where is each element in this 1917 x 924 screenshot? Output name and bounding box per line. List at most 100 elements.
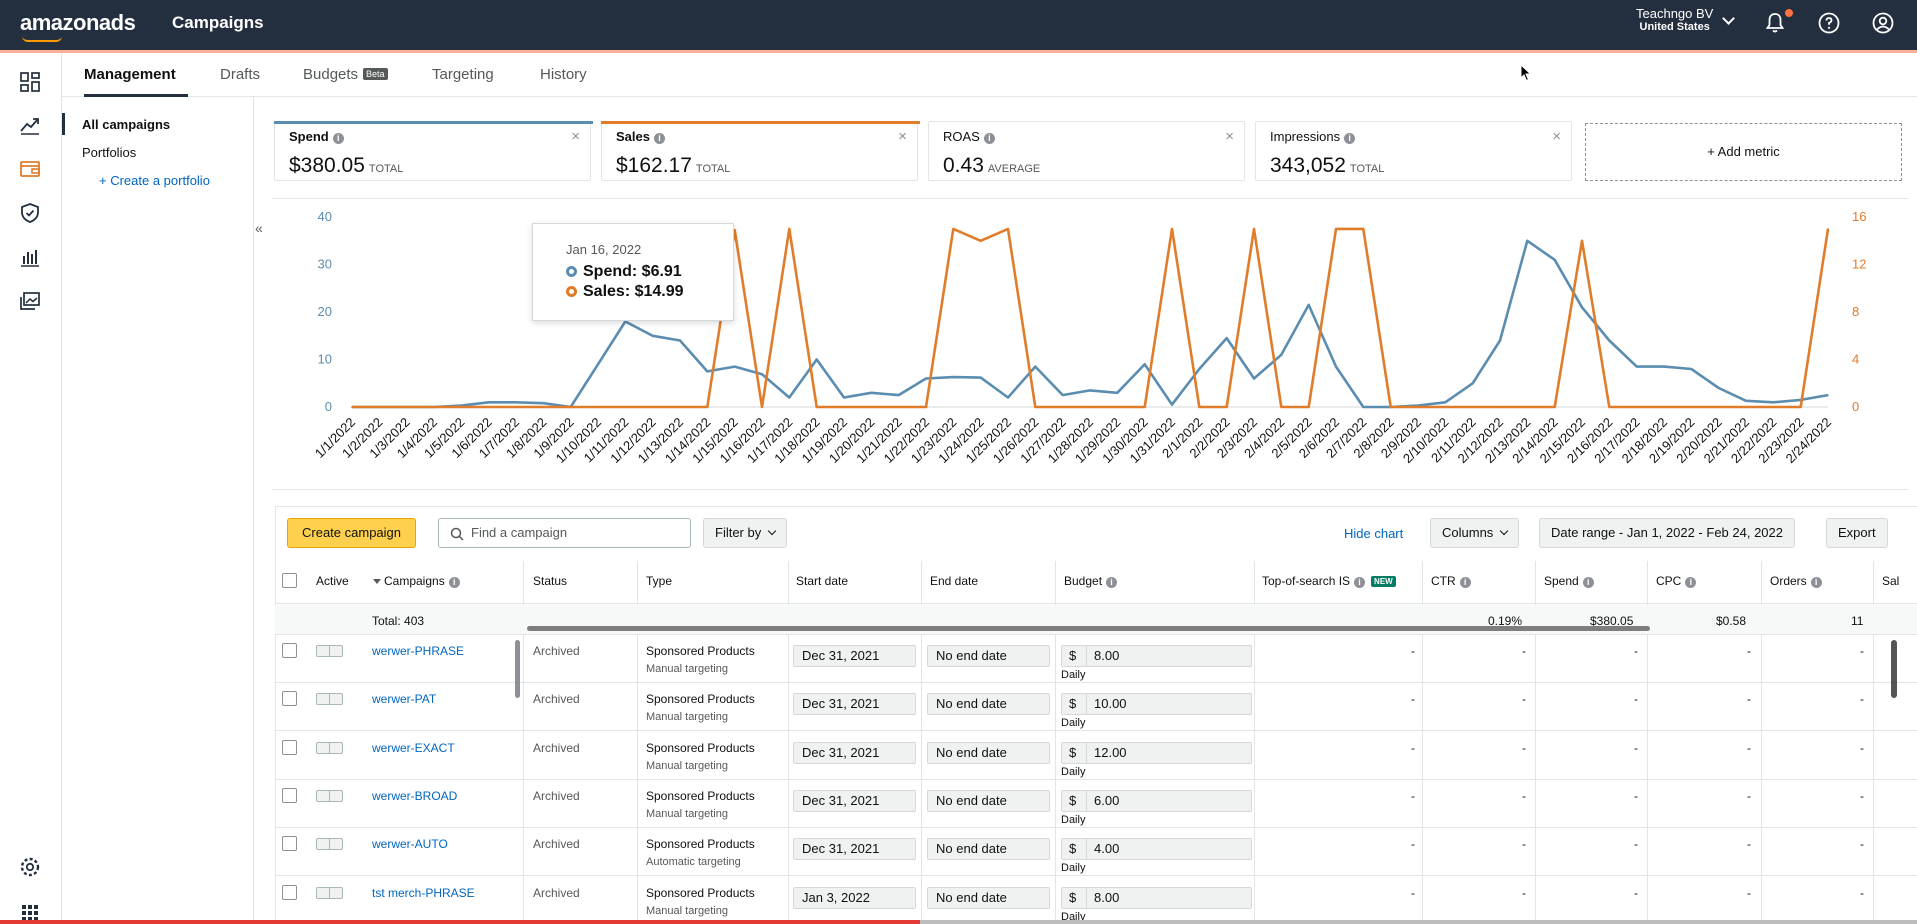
end-date-field[interactable]: No end date (927, 645, 1050, 667)
search-input[interactable] (471, 525, 681, 540)
row-checkbox[interactable] (282, 691, 297, 706)
budget-field[interactable]: $10.00 (1061, 693, 1252, 715)
info-icon[interactable]: i (332, 133, 344, 144)
nav-all-campaigns[interactable]: All campaigns (82, 117, 171, 132)
create-campaign-button[interactable]: Create campaign (287, 518, 416, 548)
amazon-ads-logo[interactable]: amazonads (20, 10, 136, 42)
info-icon[interactable]: i (1344, 133, 1356, 144)
header-type[interactable]: Type (646, 574, 673, 588)
row-checkbox[interactable] (282, 885, 297, 900)
table-row[interactable] (275, 732, 1917, 780)
wallet-icon[interactable] (18, 157, 42, 181)
table-row[interactable] (275, 780, 1917, 828)
header-end-date[interactable]: End date (930, 574, 979, 588)
end-date-field[interactable]: No end date (927, 693, 1050, 715)
nav-portfolios[interactable]: Portfolios (82, 145, 137, 160)
info-icon[interactable]: i (983, 133, 995, 144)
active-toggle[interactable] (316, 838, 343, 850)
close-icon[interactable]: × (571, 128, 580, 145)
tab-drafts[interactable]: Drafts (220, 66, 261, 83)
metric-card-spend[interactable]: Spend i $380.05 TOTAL × (274, 121, 593, 181)
date-range-button[interactable]: Date range - Jan 1, 2022 - Feb 24, 2022 (1539, 518, 1795, 548)
budget-field[interactable]: $6.00 (1061, 790, 1252, 812)
shield-icon[interactable] (18, 201, 42, 225)
start-date-field[interactable]: Dec 31, 2021 (793, 790, 916, 812)
collapse-nav-button[interactable]: « (255, 220, 263, 236)
info-icon[interactable]: i (448, 577, 460, 588)
start-date-field[interactable]: Dec 31, 2021 (793, 742, 916, 764)
campaign-name-link[interactable]: werwer-AUTO (372, 837, 448, 851)
add-metric-button[interactable]: + Add metric (1585, 123, 1902, 181)
media-icon[interactable] (18, 289, 42, 313)
chevron-down-icon[interactable] (1722, 12, 1735, 25)
header-orders[interactable]: Orders i (1770, 574, 1822, 588)
start-date-field[interactable]: Jan 3, 2022 (793, 887, 916, 909)
info-icon[interactable]: i (1459, 577, 1471, 588)
header-campaigns[interactable]: Campaigns i (373, 574, 460, 588)
campaign-search[interactable] (438, 518, 691, 548)
table-row[interactable] (275, 683, 1917, 731)
start-date-field[interactable]: Dec 31, 2021 (793, 645, 916, 667)
row-checkbox[interactable] (282, 643, 297, 658)
end-date-field[interactable]: No end date (927, 887, 1050, 909)
close-icon[interactable]: × (1225, 128, 1234, 145)
start-date-field[interactable]: Dec 31, 2021 (793, 693, 916, 715)
end-date-field[interactable]: No end date (927, 838, 1050, 860)
campaign-name-link[interactable]: werwer-BROAD (372, 789, 458, 803)
horizontal-scrollbar[interactable] (527, 626, 1650, 631)
bell-icon[interactable] (1763, 11, 1787, 35)
settings-icon[interactable] (18, 855, 42, 879)
hide-chart-link[interactable]: Hide chart (1344, 526, 1404, 541)
info-icon[interactable]: i (1685, 577, 1697, 588)
vertical-scrollbar-right[interactable] (1891, 640, 1897, 698)
info-icon[interactable]: i (653, 133, 665, 144)
tab-budgets[interactable]: Budgets Beta (303, 66, 388, 83)
info-icon[interactable]: i (1582, 577, 1594, 588)
create-portfolio-link[interactable]: + Create a portfolio (99, 173, 210, 188)
header-spend[interactable]: Spend i (1544, 574, 1594, 588)
budget-field[interactable]: $12.00 (1061, 742, 1252, 764)
campaign-name-link[interactable]: tst merch-PHRASE (372, 886, 475, 900)
bar-chart-icon[interactable] (18, 245, 42, 269)
budget-field[interactable]: $8.00 (1061, 645, 1252, 667)
campaign-name-link[interactable]: werwer-PAT (372, 692, 437, 706)
end-date-field[interactable]: No end date (927, 790, 1050, 812)
header-active[interactable]: Active (316, 574, 349, 588)
metric-card-sales[interactable]: Sales i $162.17 TOTAL × (601, 121, 920, 181)
tab-targeting[interactable]: Targeting (432, 66, 494, 83)
header-top-of-search[interactable]: Top-of-search IS i NEW (1262, 574, 1396, 588)
apps-grid-icon[interactable] (18, 901, 42, 924)
info-icon[interactable]: i (1810, 577, 1822, 588)
info-icon[interactable]: i (1354, 577, 1366, 588)
close-icon[interactable]: × (1552, 128, 1561, 145)
close-icon[interactable]: × (898, 128, 907, 145)
row-checkbox[interactable] (282, 836, 297, 851)
help-icon[interactable] (1817, 11, 1841, 35)
active-toggle[interactable] (316, 887, 343, 899)
tab-history[interactable]: History (540, 66, 587, 83)
tab-management[interactable]: Management (84, 66, 176, 83)
dashboard-icon[interactable] (18, 70, 42, 94)
table-row[interactable] (275, 828, 1917, 876)
active-toggle[interactable] (316, 742, 343, 754)
campaign-name-link[interactable]: werwer-EXACT (372, 741, 455, 755)
header-start-date[interactable]: Start date (796, 574, 849, 588)
user-icon[interactable] (1871, 11, 1895, 35)
active-toggle[interactable] (316, 790, 343, 802)
metric-card-impressions[interactable]: Impressions i 343,052 TOTAL × (1255, 121, 1572, 181)
budget-field[interactable]: $4.00 (1061, 838, 1252, 860)
budget-field[interactable]: $8.00 (1061, 887, 1252, 909)
row-checkbox[interactable] (282, 788, 297, 803)
header-cpc[interactable]: CPC i (1656, 574, 1697, 588)
filter-by-button[interactable]: Filter by (703, 518, 788, 548)
vertical-scrollbar-left[interactable] (515, 640, 520, 698)
end-date-field[interactable]: No end date (927, 742, 1050, 764)
header-budget[interactable]: Budget i (1064, 574, 1118, 588)
metric-card-roas[interactable]: ROAS i 0.43 AVERAGE × (928, 121, 1245, 181)
active-toggle[interactable] (316, 693, 343, 705)
header-status[interactable]: Status (533, 574, 568, 588)
header-sales[interactable]: Sal (1882, 574, 1900, 588)
table-row[interactable] (275, 635, 1917, 683)
account-switcher[interactable]: Teachngo BV United States (1636, 6, 1713, 33)
start-date-field[interactable]: Dec 31, 2021 (793, 838, 916, 860)
